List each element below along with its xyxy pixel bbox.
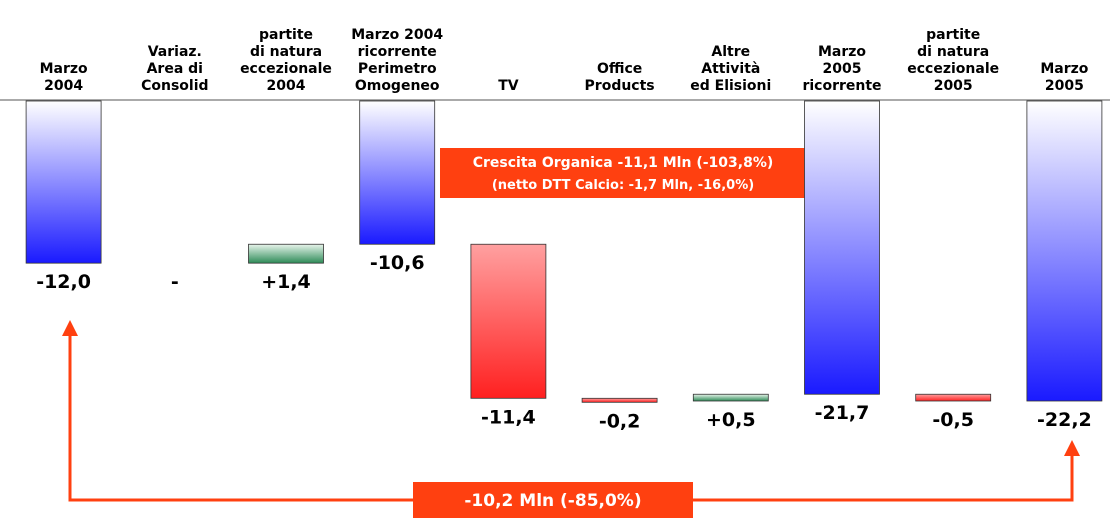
value-label: +0,5 [706,409,756,431]
bar [1026,100,1103,402]
bar [804,100,880,395]
x-tick-label: Marzo 2004 [40,61,88,94]
total-arrow [68,330,1074,502]
bar [359,100,436,245]
x-tick-label: Variaz. Area di Consolid [141,44,208,94]
x-tick-label: partite di natura eccezionale 2004 [240,27,332,94]
bar [915,393,992,402]
x-tick-label: TV [498,78,519,94]
value-label: - [171,271,179,293]
value-label: +1,4 [261,271,311,293]
bar [25,100,102,264]
arrow-head [62,320,78,336]
value-label: -21,7 [815,402,870,424]
value-label: -12,0 [36,271,91,293]
annotation-box [440,148,806,198]
annotation: (netto DTT Calcio: -1,7 Mln, -16,0%) [492,178,754,193]
x-tick-label: Altre Attività ed Elisioni [690,44,771,94]
annotation-box [413,482,693,518]
x-tick-label: Marzo 2005 ricorrente [802,44,881,94]
bar [692,393,769,402]
x-tick-label: Marzo 2005 [1040,61,1088,94]
value-label: -0,2 [599,410,641,432]
annotation: Crescita Organica -11,1 Mln (-103,8%) [473,155,774,171]
bar [470,243,547,399]
x-tick-label: Office Products [585,61,655,94]
value-label: -11,4 [481,406,536,428]
bar [581,397,658,403]
value-label: -10,6 [370,252,425,274]
value-label: -0,5 [932,409,974,431]
annotation: -10,2 Mln (-85,0%) [464,491,641,511]
value-label: -22,2 [1037,409,1092,431]
bar [248,243,324,264]
x-tick-label: Marzo 2004 ricorrente Perimetro Omogeneo [351,27,443,94]
arrow-head [1064,440,1080,456]
x-tick-label: partite di natura eccezionale 2005 [907,27,999,94]
